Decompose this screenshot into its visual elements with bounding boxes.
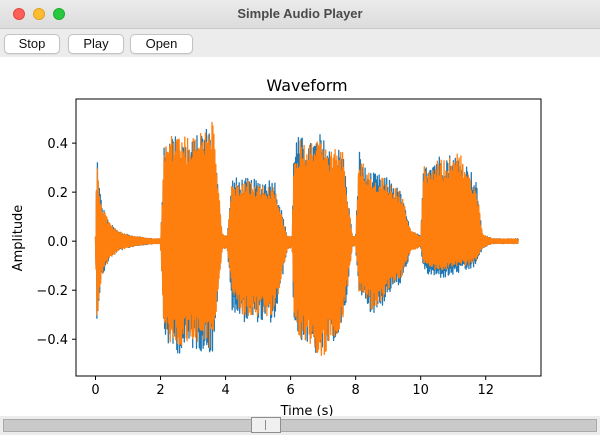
x-tick-label: 4 bbox=[221, 383, 229, 398]
maximize-window-button[interactable] bbox=[53, 8, 65, 20]
y-tick-label: 0.4 bbox=[47, 137, 68, 152]
chart-title: Waveform bbox=[266, 76, 347, 95]
plot-frame bbox=[75, 98, 542, 377]
axes-layer: 0 2 4 6 8 10 12 −0.4 −0.2 0.0 0.2 0.4 bbox=[36, 98, 542, 398]
x-tick-label: 6 bbox=[286, 383, 294, 398]
x-tick-label: 8 bbox=[352, 383, 360, 398]
waveform-plot-area: Waveform Time (s) Amplitude 0 2 4 6 8 10 12 −0.… bbox=[0, 57, 600, 416]
open-button[interactable]: Open bbox=[130, 34, 193, 54]
window-titlebar: Simple Audio Player bbox=[0, 0, 600, 29]
playback-slider[interactable] bbox=[0, 416, 600, 435]
y-tick-label: −0.4 bbox=[36, 333, 68, 348]
window-title: Simple Audio Player bbox=[237, 6, 363, 21]
x-tick-label: 10 bbox=[412, 383, 429, 398]
waveform-series-2 bbox=[94, 121, 519, 357]
x-tick-label: 12 bbox=[477, 383, 494, 398]
close-window-button[interactable] bbox=[13, 8, 25, 20]
y-axis-label: Amplitude bbox=[11, 205, 26, 272]
x-tick-label: 0 bbox=[91, 383, 99, 398]
stop-button[interactable]: Stop bbox=[4, 34, 60, 54]
y-tick-label: 0.0 bbox=[47, 235, 68, 250]
toolbar: Stop Play Open bbox=[0, 29, 600, 57]
waveform-chart: Waveform Time (s) Amplitude 0 2 4 6 8 10 12 −0.… bbox=[11, 76, 542, 416]
slider-handle[interactable] bbox=[251, 417, 282, 433]
minimize-window-button[interactable] bbox=[33, 8, 45, 20]
series-layer bbox=[94, 121, 519, 357]
slider-handle-grip bbox=[265, 420, 267, 430]
y-tick-label: −0.2 bbox=[36, 284, 68, 299]
y-tick-label: 0.2 bbox=[47, 186, 68, 201]
slider-track[interactable] bbox=[3, 419, 597, 432]
x-axis-label: Time (s) bbox=[280, 404, 334, 416]
x-tick-label: 2 bbox=[156, 383, 164, 398]
play-button[interactable]: Play bbox=[68, 34, 124, 54]
